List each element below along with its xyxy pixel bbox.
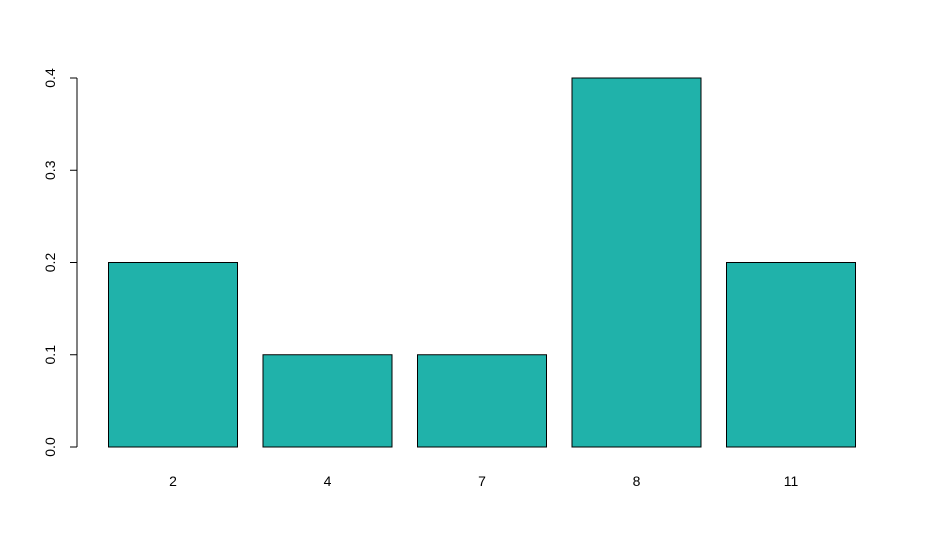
x-tick-label-8: 8 (633, 473, 641, 489)
x-tick-label-11: 11 (784, 473, 799, 489)
bar-8 (571, 77, 702, 448)
bars-layer (108, 77, 856, 448)
bar-7 (417, 354, 547, 448)
x-tick-label-4: 4 (324, 473, 332, 489)
y-axis: 0.0 0.1 0.2 0.3 0.4 (42, 68, 78, 457)
x-tick-label-2: 2 (169, 473, 177, 489)
x-tick-label-7: 7 (478, 473, 486, 489)
bar-4 (262, 354, 393, 448)
y-tick-label: 0.1 (42, 345, 58, 365)
y-tick-label: 0.3 (42, 160, 58, 180)
x-axis-labels: 2 4 7 8 11 (169, 473, 798, 489)
y-tick-label: 0.4 (42, 68, 58, 88)
bar-11 (726, 262, 856, 448)
bar-2 (108, 262, 238, 448)
y-tick-label: 0.2 (42, 253, 58, 273)
y-tick-label: 0.0 (42, 437, 58, 457)
